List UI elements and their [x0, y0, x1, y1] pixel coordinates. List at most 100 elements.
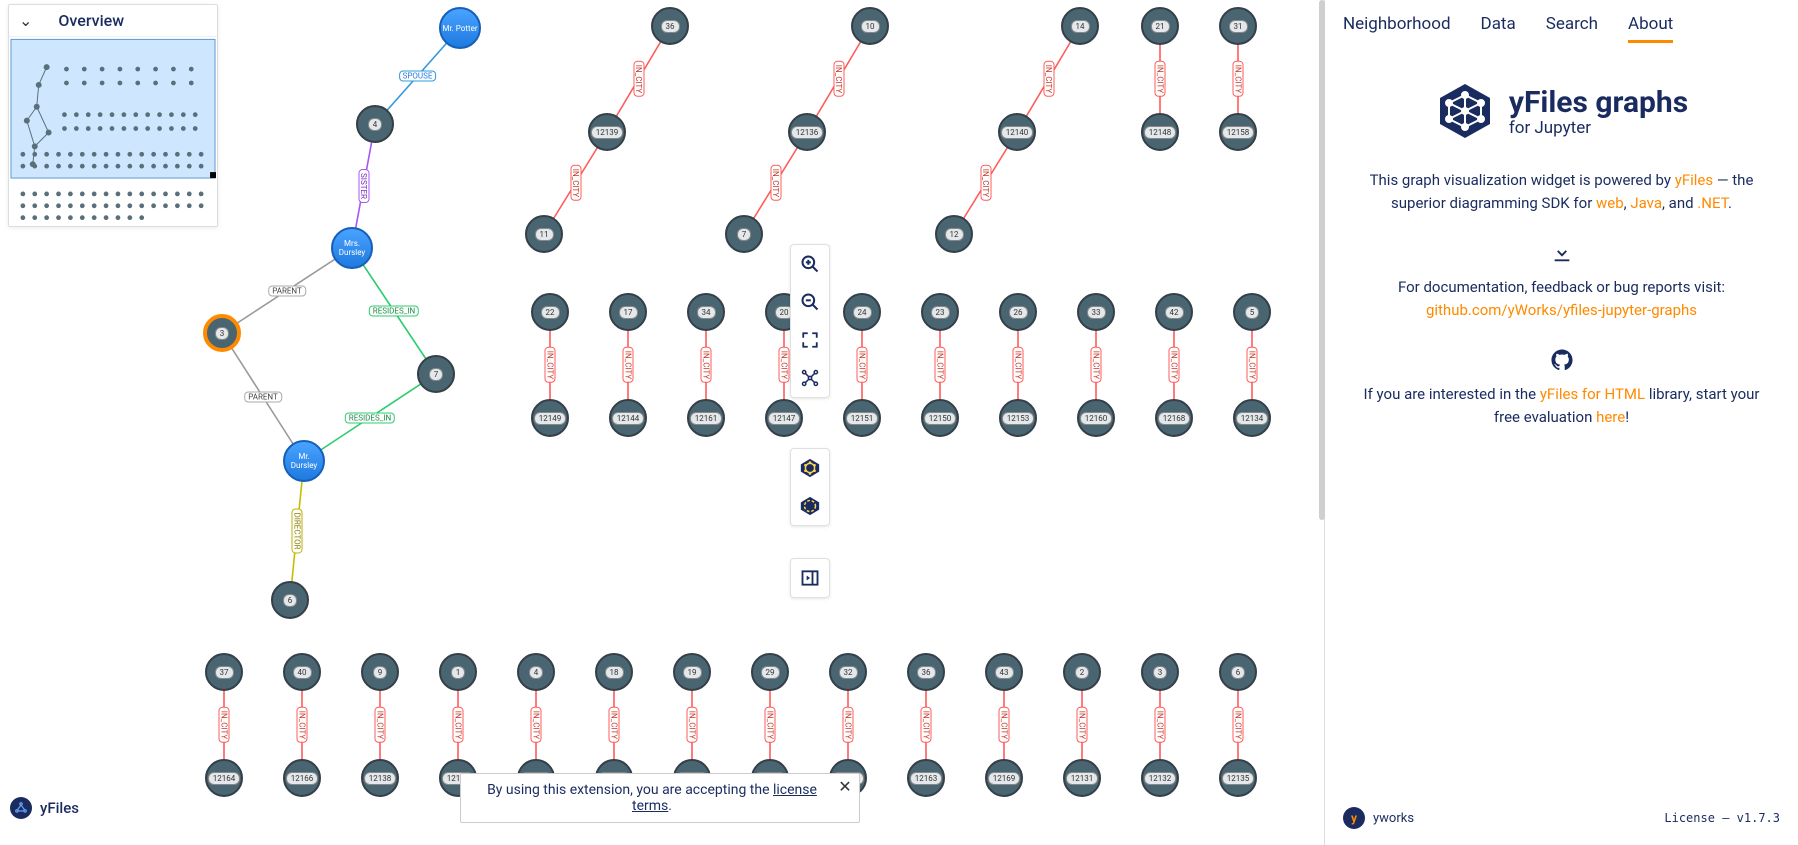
layout-button[interactable]: [791, 359, 829, 397]
graph-node[interactable]: 3: [203, 314, 241, 352]
select-all-button[interactable]: [791, 449, 829, 487]
graph-node[interactable]: 12161: [687, 399, 725, 437]
node-label: 12135: [1222, 772, 1254, 785]
graph-node[interactable]: 21: [1141, 7, 1179, 45]
graph-node[interactable]: 12158: [1219, 113, 1257, 151]
graph-node[interactable]: 12150: [921, 399, 959, 437]
graph-node[interactable]: 12139: [588, 113, 626, 151]
node-label: 12163: [910, 772, 942, 785]
graph-node[interactable]: 7: [417, 355, 455, 393]
yfiles-logo-icon: [1435, 81, 1495, 145]
graph-node[interactable]: 2: [1063, 653, 1101, 691]
link-web[interactable]: web: [1596, 194, 1624, 212]
overview-header[interactable]: ⌄ Overview: [9, 5, 217, 36]
graph-node[interactable]: 12131: [1063, 759, 1101, 797]
graph-node[interactable]: 12134: [1233, 399, 1271, 437]
node-label: 37: [215, 666, 234, 679]
edge-label: IN_CITY: [1043, 61, 1054, 97]
graph-node[interactable]: 12166: [283, 759, 321, 797]
zoom-out-button[interactable]: [791, 283, 829, 321]
tab-data[interactable]: Data: [1481, 14, 1516, 43]
link-yfiles-html[interactable]: yFiles for HTML: [1540, 385, 1645, 403]
graph-node[interactable]: 12169: [985, 759, 1023, 797]
graph-node[interactable]: Mr. Potter: [439, 7, 481, 49]
graph-node[interactable]: 12144: [609, 399, 647, 437]
overview-minimap[interactable]: [9, 36, 217, 226]
graph-node[interactable]: 43: [985, 653, 1023, 691]
link-here[interactable]: here: [1596, 408, 1625, 426]
node-label: 12151: [846, 412, 878, 425]
node-label: 12149: [534, 412, 566, 425]
brand-label: yFiles: [40, 799, 79, 817]
graph-node[interactable]: 12168: [1155, 399, 1193, 437]
graph-node[interactable]: 31: [1219, 7, 1257, 45]
graph-node[interactable]: 7: [725, 215, 763, 253]
graph-node[interactable]: 12163: [907, 759, 945, 797]
graph-node[interactable]: 4: [356, 105, 394, 143]
graph-node[interactable]: 12140: [998, 113, 1036, 151]
graph-node[interactable]: 34: [687, 293, 725, 331]
link-github[interactable]: github.com/yWorks/yfiles-jupyter-graphs: [1426, 301, 1697, 319]
edge-label: IN_CITY: [999, 707, 1010, 743]
graph-node[interactable]: 40: [283, 653, 321, 691]
about-p1e: .: [1728, 194, 1732, 212]
graph-node[interactable]: 19: [673, 653, 711, 691]
graph-node[interactable]: 4: [517, 653, 555, 691]
graph-node[interactable]: 10: [851, 7, 889, 45]
graph-node[interactable]: 37: [205, 653, 243, 691]
graph-node[interactable]: 17: [609, 293, 647, 331]
graph-node[interactable]: 12151: [843, 399, 881, 437]
graph-node[interactable]: 3: [1141, 653, 1179, 691]
graph-node[interactable]: 23: [921, 293, 959, 331]
graph-node[interactable]: 12132: [1141, 759, 1179, 797]
graph-node[interactable]: 12135: [1219, 759, 1257, 797]
graph-node[interactable]: 5: [1233, 293, 1271, 331]
graph-node[interactable]: 22: [531, 293, 569, 331]
tab-search[interactable]: Search: [1546, 14, 1598, 43]
zoom-in-button[interactable]: [791, 245, 829, 283]
graph-node[interactable]: 6: [1219, 653, 1257, 691]
footer-license-label[interactable]: License: [1664, 811, 1715, 825]
graph-node[interactable]: 6: [271, 581, 309, 619]
link-dotnet[interactable]: .NET: [1697, 194, 1728, 212]
node-label: 9: [373, 666, 388, 679]
graph-node[interactable]: 32: [829, 653, 867, 691]
graph-node[interactable]: 12: [935, 215, 973, 253]
tab-about[interactable]: About: [1628, 14, 1673, 43]
link-java[interactable]: Java: [1630, 194, 1662, 212]
chevron-down-icon[interactable]: ⌄: [19, 11, 32, 30]
graph-node[interactable]: 12153: [999, 399, 1037, 437]
brand-logo[interactable]: yFiles: [10, 797, 79, 819]
graph-node[interactable]: 12148: [1141, 113, 1179, 151]
tab-neighborhood[interactable]: Neighborhood: [1343, 14, 1451, 43]
graph-node[interactable]: 14: [1061, 7, 1099, 45]
clear-selection-button[interactable]: [791, 487, 829, 525]
graph-node[interactable]: 18: [595, 653, 633, 691]
link-yfiles[interactable]: yFiles: [1675, 171, 1713, 189]
node-label: 11: [535, 228, 554, 241]
graph-node[interactable]: 12136: [788, 113, 826, 151]
graph-node[interactable]: 36: [907, 653, 945, 691]
edge-label: IN_CITY: [219, 707, 230, 743]
graph-node[interactable]: Mrs. Dursley: [331, 227, 373, 269]
graph-node[interactable]: 9: [361, 653, 399, 691]
graph-node[interactable]: 12138: [361, 759, 399, 797]
graph-node[interactable]: 12149: [531, 399, 569, 437]
toggle-sidebar-button[interactable]: [791, 559, 829, 597]
graph-node[interactable]: 11: [525, 215, 563, 253]
graph-node[interactable]: 36: [651, 7, 689, 45]
graph-node[interactable]: 12164: [205, 759, 243, 797]
close-icon[interactable]: ✕: [835, 776, 855, 796]
graph-node[interactable]: 33: [1077, 293, 1115, 331]
graph-node[interactable]: 24: [843, 293, 881, 331]
graph-node[interactable]: 1: [439, 653, 477, 691]
graph-node[interactable]: 29: [751, 653, 789, 691]
footer-brand[interactable]: yworks: [1373, 811, 1414, 826]
graph-canvas[interactable]: ⌄ Overview: [0, 0, 1320, 845]
fit-content-button[interactable]: [791, 321, 829, 359]
graph-node[interactable]: 26: [999, 293, 1037, 331]
graph-node[interactable]: Mr. Dursley: [283, 440, 325, 482]
graph-node[interactable]: 42: [1155, 293, 1193, 331]
graph-node[interactable]: 12147: [765, 399, 803, 437]
graph-node[interactable]: 12160: [1077, 399, 1115, 437]
